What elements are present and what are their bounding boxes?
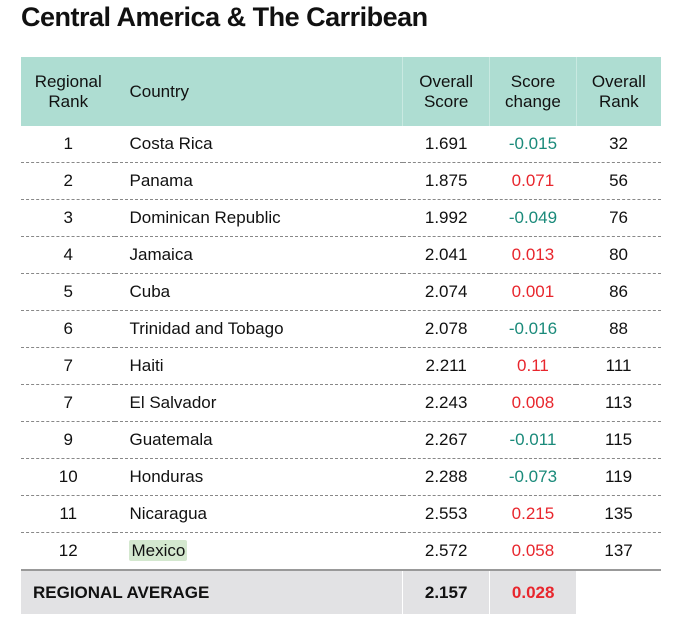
table-row: 7 El Salvador 2.243 0.008 113 [21,384,661,422]
header-country: Country [115,57,403,126]
overall-rank: 113 [576,384,661,422]
regional-rank: 3 [21,199,116,237]
table-header: Regional Rank Country Overall Score Scor… [21,57,661,126]
regional-rank: 6 [21,310,116,348]
header-overall-score: Overall Score [402,57,490,126]
score-change: 0.11 [489,347,577,385]
regional-rank: 7 [21,384,116,422]
country-name: Mexico [129,540,188,561]
regional-rank: 11 [21,495,116,533]
overall-score: 2.211 [402,347,490,385]
score-change: -0.049 [489,199,577,237]
country-cell: Honduras [115,458,403,496]
header-score-change: Score change [489,57,577,126]
overall-rank: 119 [576,458,661,496]
score-change: -0.011 [489,421,577,459]
country-name: Honduras [129,467,204,486]
average-label: REGIONAL AVERAGE [21,570,403,614]
table-row: 5 Cuba 2.074 0.001 86 [21,273,661,311]
country-name: Guatemala [129,430,213,449]
score-change: -0.073 [489,458,577,496]
regional-rank: 7 [21,347,116,385]
overall-score: 2.553 [402,495,490,533]
overall-rank: 76 [576,199,661,237]
overall-rank: 135 [576,495,661,533]
country-name: Cuba [129,282,171,301]
country-cell: Jamaica [115,236,403,274]
average-score: 2.157 [402,570,490,614]
table-row: 2 Panama 1.875 0.071 56 [21,162,661,200]
overall-rank: 86 [576,273,661,311]
country-cell: Haiti [115,347,403,385]
overall-score: 2.078 [402,310,490,348]
overall-score: 2.288 [402,458,490,496]
overall-score: 1.691 [402,126,490,163]
country-name: Costa Rica [129,134,213,153]
overall-score: 1.992 [402,199,490,237]
score-change: 0.008 [489,384,577,422]
regional-rank: 5 [21,273,116,311]
table-row: 6 Trinidad and Tobago 2.078 -0.016 88 [21,310,661,348]
table-row: 4 Jamaica 2.041 0.013 80 [21,236,661,274]
overall-score: 2.041 [402,236,490,274]
country-cell: Panama [115,162,403,200]
overall-rank: 137 [576,532,661,571]
overall-score: 1.875 [402,162,490,200]
table-row: 11 Nicaragua 2.553 0.215 135 [21,495,661,533]
country-name: Nicaragua [129,504,207,523]
overall-score: 2.267 [402,421,490,459]
ranking-table: Regional Rank Country Overall Score Scor… [21,57,661,614]
overall-rank: 111 [576,347,661,385]
country-name: Panama [129,171,193,190]
regional-rank: 4 [21,236,116,274]
header-regional-rank: Regional Rank [21,57,116,126]
overall-score: 2.572 [402,532,490,571]
average-empty-cell [576,570,661,614]
overall-rank: 115 [576,421,661,459]
country-name: El Salvador [129,393,217,412]
country-cell: Dominican Republic [115,199,403,237]
score-change: -0.016 [489,310,577,348]
regional-rank: 2 [21,162,116,200]
overall-rank: 56 [576,162,661,200]
table-row: 12 Mexico 2.572 0.058 137 [21,532,661,571]
score-change: 0.001 [489,273,577,311]
overall-score: 2.243 [402,384,490,422]
country-name: Dominican Republic [129,208,281,227]
country-cell: El Salvador [115,384,403,422]
country-name: Jamaica [129,245,193,264]
table-row: 7 Haiti 2.211 0.11 111 [21,347,661,385]
score-change: 0.013 [489,236,577,274]
score-change: 0.071 [489,162,577,200]
score-change: -0.015 [489,126,577,163]
overall-rank: 88 [576,310,661,348]
regional-rank: 10 [21,458,116,496]
overall-score: 2.074 [402,273,490,311]
table-row: 9 Guatemala 2.267 -0.011 115 [21,421,661,459]
score-change: 0.058 [489,532,577,571]
table-row: 1 Costa Rica 1.691 -0.015 32 [21,126,661,163]
country-cell: Guatemala [115,421,403,459]
country-name: Trinidad and Tobago [129,319,284,338]
country-name: Haiti [129,356,164,375]
country-cell: Mexico [115,532,403,571]
country-cell: Trinidad and Tobago [115,310,403,348]
regional-rank: 12 [21,532,116,571]
header-overall-rank: Overall Rank [575,57,661,126]
country-cell: Cuba [115,273,403,311]
page-title: Central America & The Carribean [21,2,428,32]
country-cell: Nicaragua [115,495,403,533]
table-row: 10 Honduras 2.288 -0.073 119 [21,458,661,496]
overall-rank: 80 [576,236,661,274]
overall-rank: 32 [576,126,661,163]
average-change: 0.028 [489,570,577,614]
table-row: 3 Dominican Republic 1.992 -0.049 76 [21,199,661,237]
country-cell: Costa Rica [115,126,403,163]
regional-average-row: REGIONAL AVERAGE 2.157 0.028 [21,570,661,614]
score-change: 0.215 [489,495,577,533]
regional-rank: 1 [21,126,116,163]
regional-rank: 9 [21,421,116,459]
